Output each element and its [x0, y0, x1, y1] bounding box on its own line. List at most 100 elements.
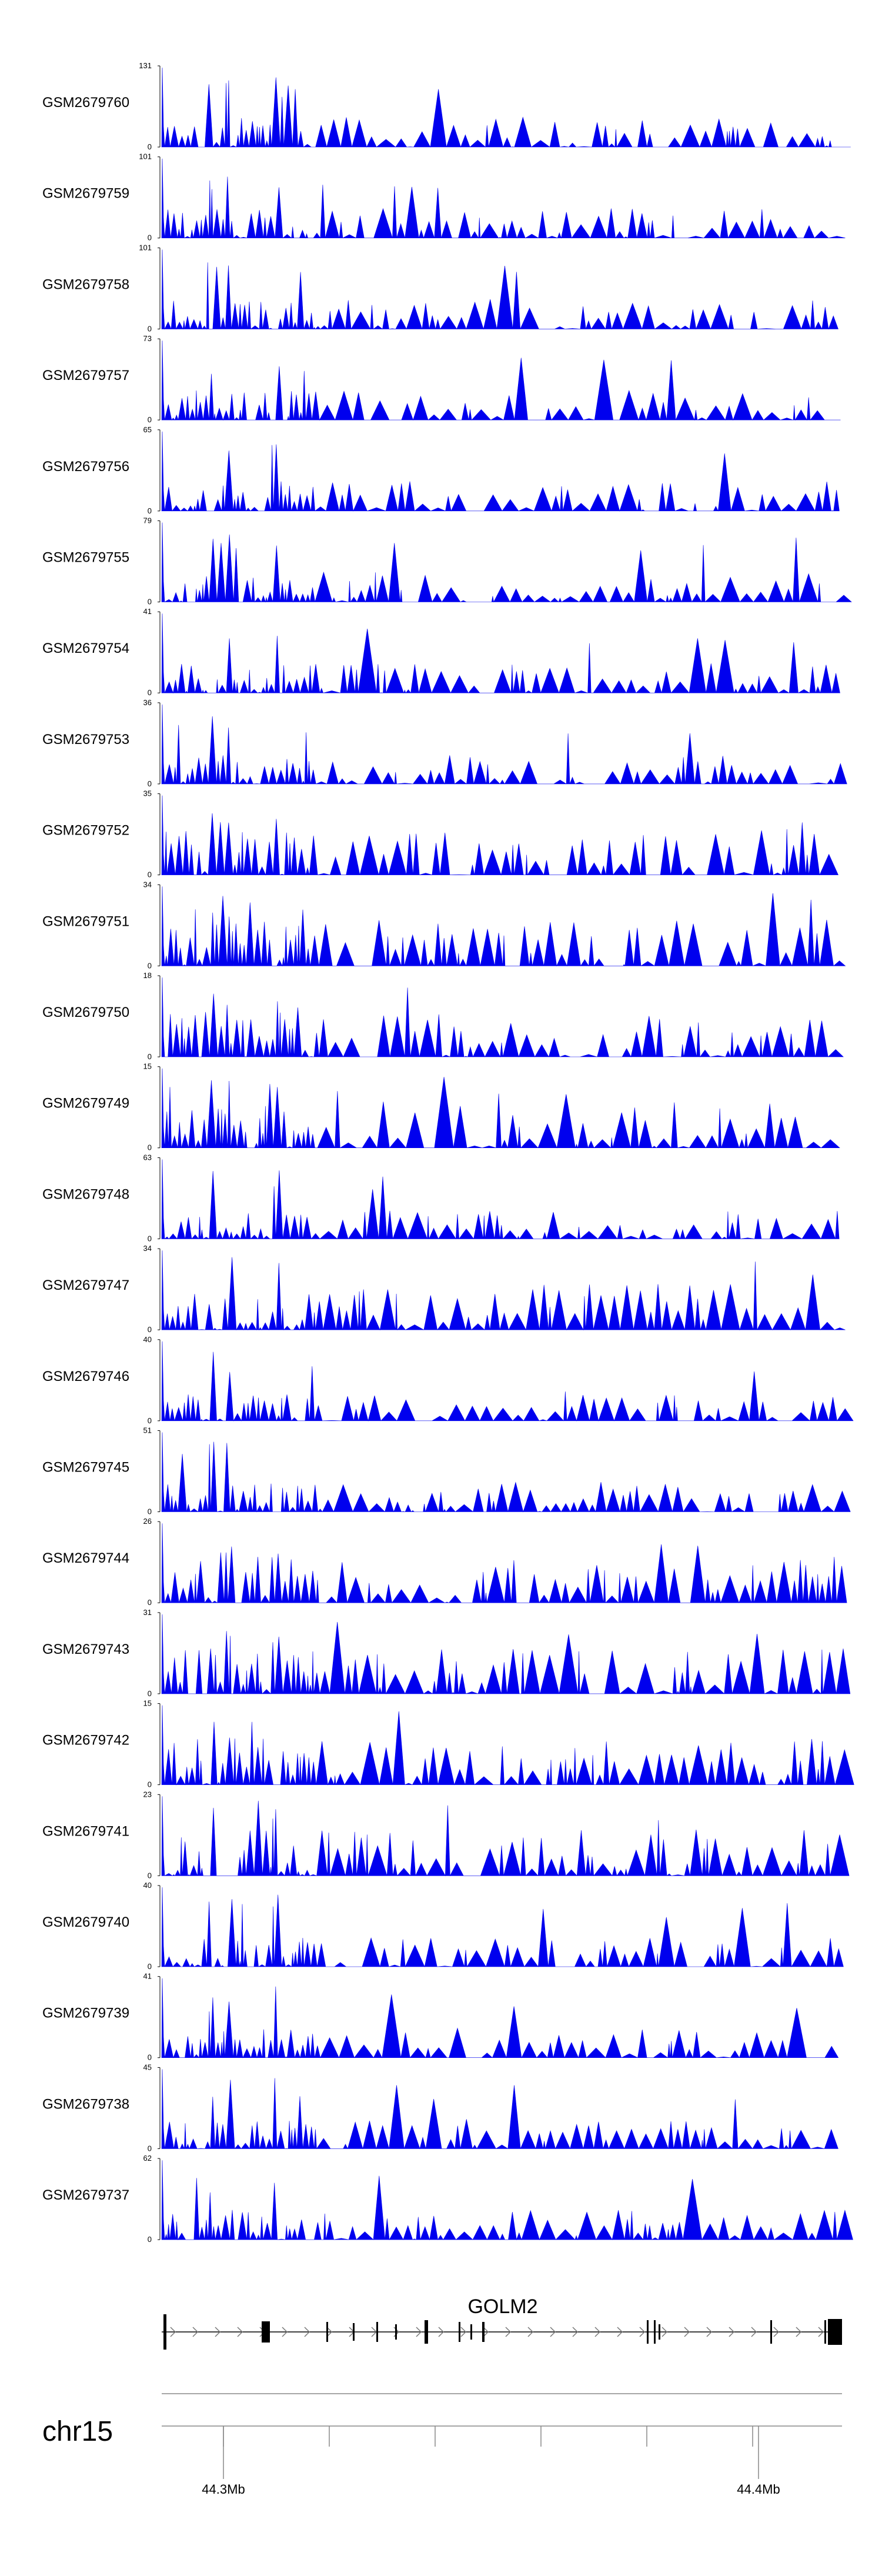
- coverage-area: [161, 1341, 854, 1422]
- y-max-label: 34: [143, 880, 152, 889]
- track-label: GSM2679753: [42, 732, 129, 748]
- track-label: GSM2679758: [42, 276, 129, 292]
- y-max-label: 62: [143, 2154, 152, 2163]
- strand-chevron: [617, 2327, 623, 2337]
- axis-tick-label-0: 44.3Mb: [202, 2482, 245, 2497]
- coverage-area: [161, 1432, 851, 1513]
- track-label: GSM2679749: [42, 1096, 129, 1112]
- track-label: GSM2679748: [42, 1186, 129, 1202]
- y-max-label: 34: [143, 1244, 152, 1253]
- track-label: GSM2679751: [42, 913, 129, 929]
- y-min-label: 0: [148, 506, 152, 515]
- track-GSM2679760: GSM2679760 131 0: [42, 61, 851, 151]
- y-min-label: 0: [148, 415, 152, 424]
- y-min-label: 0: [148, 688, 152, 697]
- y-max-label: 63: [143, 1153, 152, 1162]
- track-GSM2679757: GSM2679757 73 0: [42, 334, 841, 424]
- strand-chevron: [796, 2327, 802, 2337]
- strand-chevron: [326, 2327, 333, 2337]
- track-label: GSM2679752: [42, 823, 129, 839]
- y-max-label: 79: [143, 516, 152, 525]
- gene-exon: [395, 2324, 397, 2340]
- track-GSM2679754: GSM2679754 41 0: [42, 607, 840, 697]
- y-min-label: 0: [148, 324, 152, 333]
- track-label: GSM2679739: [42, 2006, 129, 2021]
- track-GSM2679748: GSM2679748 63 0: [42, 1153, 840, 1243]
- strand-chevron: [751, 2327, 757, 2337]
- gene-exon: [376, 2322, 378, 2342]
- gene-exon: [482, 2322, 485, 2342]
- strand-chevron: [282, 2327, 288, 2337]
- strand-chevron: [818, 2327, 824, 2337]
- coverage-area: [161, 795, 838, 876]
- y-max-label: 41: [143, 607, 152, 616]
- y-min-label: 0: [148, 1962, 152, 1971]
- y-min-label: 0: [148, 1416, 152, 1425]
- genome-axis: chr15 44.3Mb 44.4Mb: [42, 2393, 842, 2497]
- y-max-label: 73: [143, 334, 152, 343]
- track-GSM2679740: GSM2679740 40 0: [42, 1881, 844, 1971]
- axis-lines: [162, 2393, 842, 2479]
- y-max-label: 101: [139, 152, 152, 161]
- gene-exon: [654, 2320, 656, 2344]
- y-max-label: 41: [143, 1972, 152, 1981]
- track-GSM2679746: GSM2679746 40 0: [42, 1335, 854, 1425]
- chromosome-label: chr15: [42, 2416, 113, 2447]
- gene-exon: [647, 2320, 649, 2344]
- track-GSM2679741: GSM2679741 23 0: [42, 1790, 850, 1880]
- coverage-area: [161, 613, 840, 694]
- gene-exon: [262, 2321, 270, 2343]
- strand-chevron: [684, 2327, 690, 2337]
- strand-chevron: [304, 2327, 310, 2337]
- strand-chevron: [237, 2327, 243, 2337]
- coverage-area: [161, 1159, 840, 1240]
- strand-chevron: [215, 2327, 221, 2337]
- y-min-label: 0: [148, 598, 152, 606]
- gene-exon: [770, 2320, 772, 2344]
- strand-chevron: [706, 2327, 713, 2337]
- y-max-label: 15: [143, 1062, 152, 1071]
- track-label: GSM2679744: [42, 1550, 129, 1566]
- track-GSM2679751: GSM2679751 34 0: [42, 880, 846, 970]
- y-min-label: 0: [148, 233, 152, 242]
- track-GSM2679749: GSM2679749 15 0: [42, 1062, 840, 1152]
- track-GSM2679743: GSM2679743 31 0: [42, 1608, 851, 1698]
- gene-name-label: GOLM2: [467, 2295, 537, 2318]
- track-GSM2679756: GSM2679756 65 0: [42, 425, 840, 515]
- track-label: GSM2679743: [42, 1641, 129, 1657]
- y-max-label: 36: [143, 698, 152, 707]
- strand-chevron: [527, 2327, 534, 2337]
- y-max-label: 35: [143, 789, 152, 798]
- strand-chevron: [505, 2327, 512, 2337]
- track-label: GSM2679750: [42, 1005, 129, 1020]
- coverage-area: [161, 431, 840, 512]
- coverage-area: [161, 704, 847, 785]
- coverage-area: [161, 1705, 854, 1786]
- coverage-area: [161, 249, 838, 330]
- y-max-label: 101: [139, 243, 152, 252]
- track-GSM2679747: GSM2679747 34 0: [42, 1244, 846, 1334]
- y-max-label: 131: [139, 61, 152, 70]
- y-max-label: 40: [143, 1335, 152, 1344]
- y-max-label: 45: [143, 2063, 152, 2071]
- track-GSM2679738: GSM2679738 45 0: [42, 2063, 838, 2153]
- gene-exon: [828, 2319, 842, 2345]
- coverage-area: [161, 1250, 846, 1331]
- coverage-area: [161, 341, 841, 421]
- y-min-label: 0: [148, 1598, 152, 1607]
- coverage-area: [161, 886, 846, 967]
- track-GSM2679759: GSM2679759 101 0: [42, 152, 846, 242]
- y-max-label: 23: [143, 1790, 152, 1798]
- y-min-label: 0: [148, 779, 152, 788]
- track-label: GSM2679754: [42, 640, 129, 656]
- track-label: GSM2679746: [42, 1369, 129, 1384]
- strand-chevron: [773, 2327, 780, 2337]
- track-label: GSM2679757: [42, 368, 129, 383]
- track-GSM2679745: GSM2679745 51 0: [42, 1426, 851, 1516]
- y-max-label: 51: [143, 1426, 152, 1435]
- coverage-area: [161, 1796, 850, 1877]
- track-GSM2679752: GSM2679752 35 0: [42, 789, 838, 879]
- gene-model: [162, 2314, 842, 2350]
- y-max-label: 15: [143, 1699, 152, 1708]
